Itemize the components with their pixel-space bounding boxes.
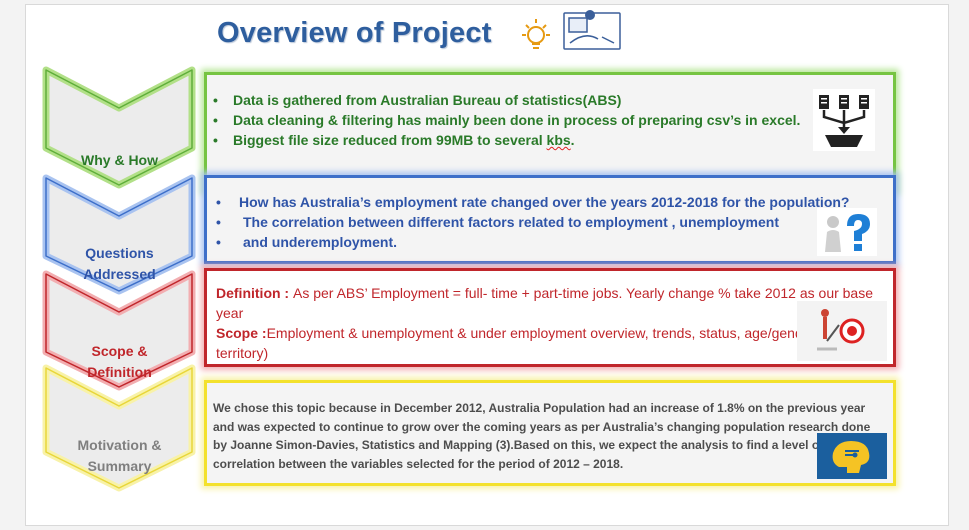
motivation-panel: We chose this topic because in December … — [204, 380, 896, 486]
chevron-motivation: Motivation & Summary — [42, 364, 197, 492]
lightbulb-and-clipboard-icon — [510, 9, 622, 66]
definition-text: As per ABS’ Employment = full- time + pa… — [216, 285, 874, 321]
list-item: Biggest file size reduced from 99MB to s… — [207, 130, 800, 150]
scope-text: Employment & unemployment & under employ… — [216, 325, 880, 361]
chevron-label: Motivation & — [77, 437, 162, 453]
chevron-why-how: Why & How — [42, 66, 197, 189]
chevron-label: Summary — [87, 458, 152, 474]
list-item: Data cleaning & filtering has mainly bee… — [207, 110, 800, 130]
definition-label: Definition : — [216, 285, 293, 301]
data-files-merge-icon — [813, 89, 875, 151]
brain-idea-icon — [817, 433, 887, 479]
scope-label: Scope : — [216, 325, 267, 341]
questions-panel: How has Australia’s employment rate chan… — [204, 175, 896, 264]
why-how-panel: Data is gathered from Australian Bureau … — [204, 72, 896, 192]
list-item: How has Australia’s employment rate chan… — [216, 192, 850, 212]
scope-panel: Definition : As per ABS’ Employment = fu… — [204, 268, 896, 367]
motivation-text: We chose this topic because in December … — [213, 401, 871, 471]
chevron-label: Why & How — [81, 152, 158, 168]
chevron-label: Addressed — [83, 266, 156, 282]
list-item: and underemployment. — [216, 232, 849, 252]
page-title: Overview of Project — [217, 17, 492, 49]
person-question-mark-icon — [817, 208, 877, 256]
list-item: Data is gathered from Australian Bureau … — [207, 90, 800, 110]
chevron-questions: Questions Addressed — [42, 174, 197, 295]
chevron-scope: Scope & Definition — [42, 270, 197, 391]
list-item: The correlation between different factor… — [216, 212, 849, 232]
misspelled-word: kbs — [546, 132, 571, 148]
target-arrow-icon — [797, 301, 887, 361]
chevron-label: Definition — [87, 364, 152, 380]
chevron-label: Scope & — [91, 343, 148, 359]
chevron-label: Questions — [85, 245, 154, 261]
